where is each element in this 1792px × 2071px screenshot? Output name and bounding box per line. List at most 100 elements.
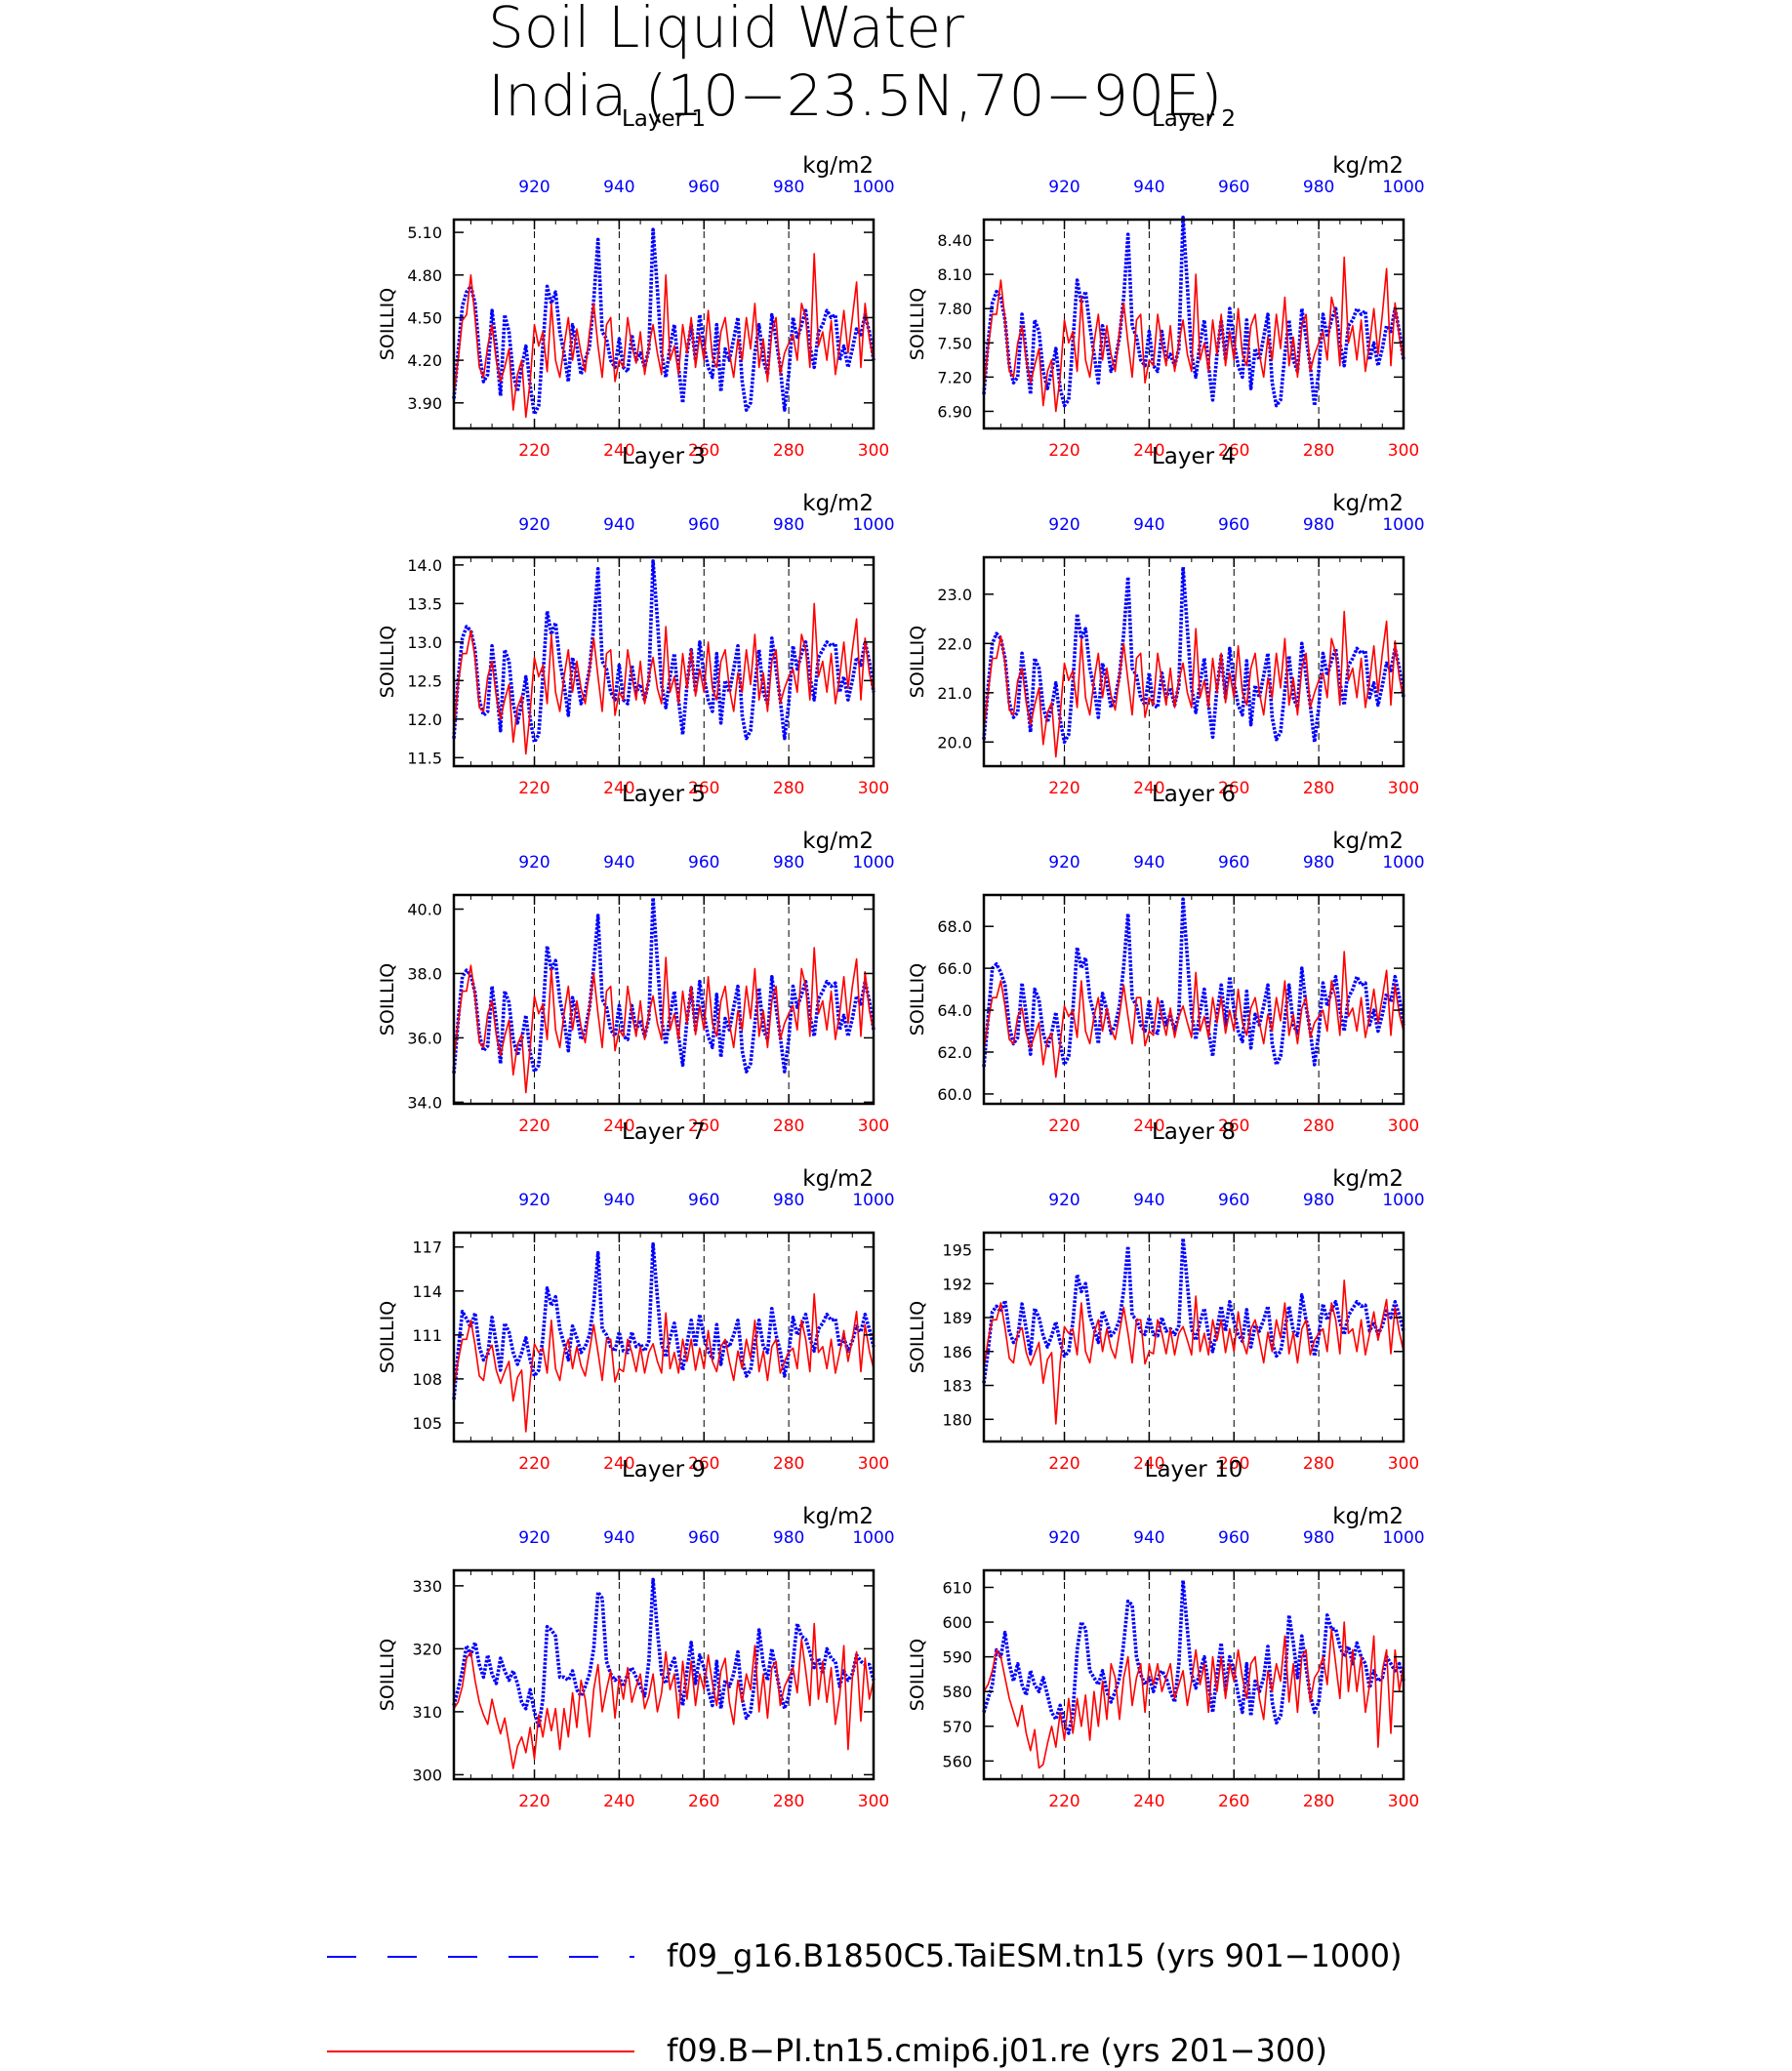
y-axis-label: SOILLIQ <box>377 1639 398 1711</box>
x-tick-label-top: 1000 <box>1382 178 1424 197</box>
y-tick-label: 4.80 <box>407 266 442 285</box>
x-tick-label-top: 920 <box>1048 178 1079 197</box>
x-tick-label-bottom: 220 <box>1048 1454 1079 1474</box>
y-tick-label: 4.50 <box>407 308 442 327</box>
x-tick-label-bottom: 220 <box>518 1454 550 1474</box>
x-tick-label-bottom: 300 <box>858 1117 889 1136</box>
x-tick-label-bottom: 240 <box>603 779 634 798</box>
series-line-experiment <box>452 896 876 1074</box>
y-tick-label: 66.0 <box>937 959 972 978</box>
series-line-control <box>983 1279 1405 1425</box>
x-tick-label-top: 980 <box>773 178 804 197</box>
y-tick-label: 13.5 <box>407 594 442 613</box>
y-tick-label: 11.5 <box>407 749 442 767</box>
x-tick-label-bottom: 240 <box>603 1792 634 1811</box>
y-axis-label: SOILLIQ <box>377 1301 398 1373</box>
x-tick-label-bottom: 240 <box>603 1454 634 1474</box>
series-line-experiment <box>452 559 876 745</box>
x-tick-label-top: 980 <box>773 1191 804 1210</box>
series-line-control <box>983 610 1405 758</box>
x-tick-label-top: 940 <box>1133 1528 1164 1548</box>
panel-title: Layer 6 <box>1152 782 1236 807</box>
title-line2: India (10−23.5N,70−90E) <box>488 62 1222 129</box>
units-label: kg/m2 <box>802 1504 874 1529</box>
units-label: kg/m2 <box>802 829 874 854</box>
x-tick-label-bottom: 220 <box>1048 1792 1079 1811</box>
plot-frame <box>452 1568 876 1781</box>
y-tick-label: 600 <box>942 1613 972 1632</box>
x-tick-label-top: 960 <box>688 515 719 535</box>
y-tick-label: 12.5 <box>407 671 442 690</box>
x-tick-label-bottom: 280 <box>773 1117 804 1136</box>
x-tick-label-bottom: 260 <box>688 1454 719 1474</box>
x-tick-label-bottom: 260 <box>688 1792 719 1811</box>
x-tick-label-top: 960 <box>1218 178 1249 197</box>
y-tick-label: 114 <box>412 1282 442 1301</box>
x-tick-label-bottom: 300 <box>1388 1454 1419 1474</box>
x-tick-label-top: 940 <box>1133 853 1164 873</box>
x-tick-label-top: 920 <box>1048 515 1079 535</box>
plot-frame <box>452 1231 876 1443</box>
x-tick-label-top: 980 <box>773 853 804 873</box>
series-line-experiment <box>452 1241 876 1401</box>
y-tick-label: 68.0 <box>937 917 972 936</box>
x-tick-label-bottom: 240 <box>603 1117 634 1136</box>
series-line-experiment <box>982 897 1405 1068</box>
x-tick-label-top: 920 <box>518 853 550 873</box>
x-tick-label-top: 920 <box>518 1528 550 1548</box>
y-tick-label: 62.0 <box>937 1043 972 1062</box>
y-tick-label: 40.0 <box>407 901 442 919</box>
x-tick-label-bottom: 240 <box>1133 779 1164 798</box>
x-tick-label-bottom: 300 <box>1388 441 1419 461</box>
x-tick-label-bottom: 280 <box>773 1792 804 1811</box>
series-line-experiment <box>452 227 876 417</box>
x-tick-label-bottom: 220 <box>518 779 550 798</box>
x-tick-label-bottom: 280 <box>773 1454 804 1474</box>
x-tick-label-top: 1000 <box>1382 1528 1424 1548</box>
x-tick-label-top: 920 <box>518 178 550 197</box>
x-tick-label-top: 1000 <box>852 1528 894 1548</box>
panel-layer-6: Layer 6 kg/m2 SOILLIQ 60.0 62.0 64.0 66.0 68.0 2… <box>907 782 1425 1136</box>
panel-layer-3: Layer 3 kg/m2 SOILLIQ 11.5 12.0 12.5 13.0 13.5 1… <box>377 444 895 798</box>
x-tick-label-bottom: 300 <box>1388 1792 1419 1811</box>
y-tick-label: 60.0 <box>937 1085 972 1104</box>
y-tick-label: 4.20 <box>407 351 442 370</box>
panel-layer-2: Layer 2 kg/m2 SOILLIQ 6.90 7.20 7.50 7.80 8.10 8… <box>907 106 1425 461</box>
y-tick-label: 183 <box>942 1377 972 1396</box>
legend-label-experiment: f09_g16.B1850C5.TaiESM.tn15 (yrs 901−100… <box>667 1937 1402 1974</box>
y-tick-label: 320 <box>412 1640 442 1658</box>
x-tick-label-top: 1000 <box>1382 853 1424 873</box>
y-tick-label: 38.0 <box>407 964 442 983</box>
y-tick-label: 7.50 <box>937 334 972 352</box>
units-label: kg/m2 <box>802 491 874 516</box>
x-tick-label-bottom: 220 <box>518 441 550 461</box>
plot-frame <box>982 218 1405 430</box>
x-tick-label-bottom: 240 <box>1133 1454 1164 1474</box>
panel-layer-9: Layer 9 kg/m2 SOILLIQ 300 310 320 330 220 240 260… <box>377 1457 895 1811</box>
x-tick-label-top: 920 <box>1048 853 1079 873</box>
x-tick-label-top: 960 <box>688 178 719 197</box>
y-tick-label: 117 <box>412 1239 442 1257</box>
y-tick-label: 7.80 <box>937 300 972 318</box>
y-tick-label: 610 <box>942 1578 972 1597</box>
x-tick-label-bottom: 240 <box>603 441 634 461</box>
legend: f09_g16.B1850C5.TaiESM.tn15 (yrs 901−100… <box>327 1937 1402 2069</box>
x-tick-label-bottom: 280 <box>1303 779 1334 798</box>
x-tick-label-top: 940 <box>1133 515 1164 535</box>
series-line-experiment <box>982 1578 1405 1735</box>
x-tick-label-bottom: 220 <box>518 1792 550 1811</box>
y-tick-label: 180 <box>942 1410 972 1429</box>
plot-frame <box>452 218 876 430</box>
y-tick-label: 560 <box>942 1752 972 1770</box>
x-tick-label-bottom: 280 <box>1303 1792 1334 1811</box>
x-tick-label-top: 1000 <box>852 178 894 197</box>
x-tick-label-top: 920 <box>1048 1528 1079 1548</box>
y-tick-label: 13.0 <box>407 633 442 652</box>
y-tick-label: 5.10 <box>407 223 442 242</box>
x-tick-label-top: 980 <box>773 515 804 535</box>
y-tick-label: 300 <box>412 1766 442 1784</box>
plot-frame <box>982 1568 1405 1781</box>
y-tick-label: 111 <box>412 1326 442 1345</box>
x-tick-label-top: 940 <box>603 515 634 535</box>
y-tick-label: 22.0 <box>937 634 972 653</box>
